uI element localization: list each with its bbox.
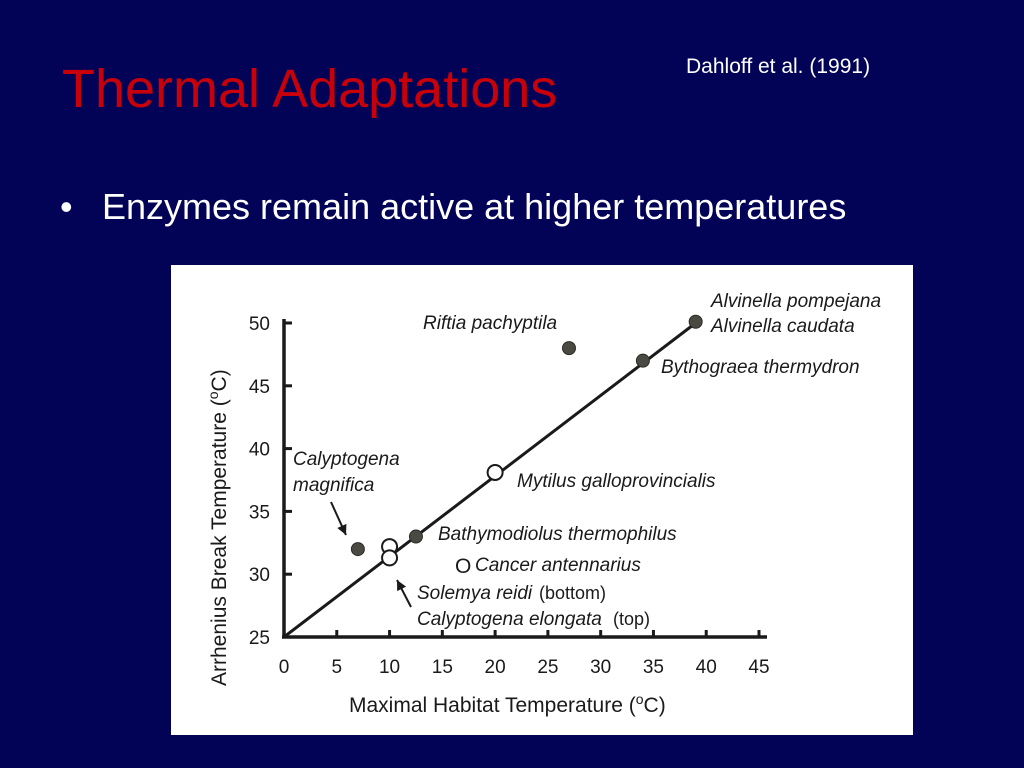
magnifica-arrow-head [337, 523, 347, 535]
y-axis-title: Arrhenius Break Temperature (oC) [205, 369, 231, 686]
x-tick-label: 15 [432, 657, 453, 678]
data-point-filled [562, 341, 576, 356]
y-tick-label: 50 [249, 314, 270, 335]
y-tick-label: 45 [249, 377, 270, 398]
bullet-text: Enzymes remain active at higher temperat… [102, 186, 847, 227]
chart-figure: 0 5 10 15 20 25 30 35 40 45 25 30 35 40 45 50 Alvinella… [171, 265, 913, 735]
annotation-label: Mytilus galloprovincialis [517, 471, 716, 492]
annotation-label: magnifica [293, 475, 374, 496]
annotation-label: Alvinella pompejana [710, 291, 881, 312]
scatter-chart: 0 5 10 15 20 25 30 35 40 45 25 30 35 40 45 50 Alvinella… [205, 291, 881, 717]
data-point-filled [635, 353, 650, 368]
bullet-marker: • [60, 186, 73, 227]
annotation-label: O [455, 555, 471, 578]
bullet-item: • Enzymes remain active at higher temper… [60, 186, 846, 228]
y-tick-label: 40 [249, 440, 270, 461]
x-tick-label: 20 [485, 657, 506, 678]
data-point-open [486, 463, 504, 481]
x-tick-label: 25 [537, 657, 558, 678]
annotation-label: (top) [613, 609, 650, 629]
chart-regression [283, 321, 697, 639]
annotation-label: Bathymodiolus thermophilus [438, 524, 677, 545]
x-tick-label: 35 [643, 657, 664, 678]
annotation-label: Solemya reidi [417, 583, 533, 604]
x-tick-label: 30 [590, 657, 611, 678]
y-tick-label: 25 [249, 628, 270, 649]
annotation-label: Alvinella caudata [710, 316, 855, 337]
x-tick-label: 10 [379, 657, 400, 678]
solemya-arrow-head [397, 580, 407, 592]
citation: Dahloff et al. (1991) [686, 55, 871, 78]
y-tick-label: 30 [249, 565, 270, 586]
slide-title: Thermal Adaptations [62, 59, 558, 119]
x-tick-label: 45 [748, 657, 769, 678]
x-axis-title: Maximal Habitat Temperature (oC) [349, 691, 666, 717]
x-tick-label: 0 [279, 657, 290, 678]
annotation-label: Cancer antennarius [475, 555, 641, 576]
annotation-label: (bottom) [539, 583, 606, 603]
annotation-label: Calyptogena [293, 449, 400, 470]
data-point-open [381, 549, 399, 567]
annotation-label: Calyptogena elongata [417, 609, 602, 630]
data-point-filled [408, 529, 423, 544]
data-point-filled [688, 314, 703, 329]
regression-line [283, 321, 697, 639]
data-point-filled [350, 542, 365, 557]
y-tick-label: 35 [249, 502, 270, 523]
annotation-label: Riftia pachyptila [423, 313, 557, 334]
x-tick-label: 5 [331, 657, 342, 678]
chart-axes [282, 319, 767, 639]
x-tick-label: 40 [696, 657, 717, 678]
chart-points [350, 314, 703, 567]
chart-annotations: Alvinella pompejana Alvinella caudata Rift… [293, 291, 881, 630]
annotation-label: Bythograea thermydron [661, 357, 860, 378]
chart-ticks: 0 5 10 15 20 25 30 35 40 45 25 30 35 40 45 50 [249, 314, 770, 678]
